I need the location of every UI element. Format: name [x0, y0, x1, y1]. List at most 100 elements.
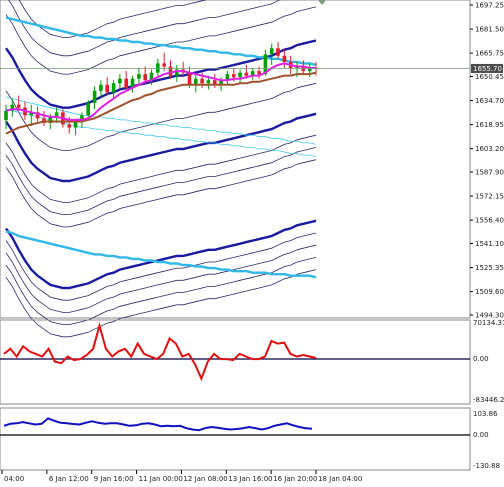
candle-body [175, 69, 179, 76]
envelope-bottom-4 [5, 269, 317, 338]
moving-averages [5, 62, 317, 135]
candle-body [206, 80, 211, 84]
main-price-panel[interactable] [0, 0, 471, 338]
time-tick-label: 6 Jan 12:00 [49, 475, 89, 483]
candle-body [200, 78, 204, 84]
candle-body [269, 48, 274, 55]
time-tick-label: 12 Jan 08:00 [183, 475, 227, 483]
ma-slow-line [5, 71, 317, 135]
candle-body [282, 55, 287, 62]
time-tick-label: 13 Jan 16:00 [228, 475, 272, 483]
candle-body [54, 112, 59, 117]
price-tick-label: 1665.75 [475, 50, 504, 58]
indicator2-panel[interactable] [0, 407, 471, 471]
candle-body [244, 72, 249, 76]
price-tick-label: 1681.50 [475, 26, 504, 34]
indicator1-axis: 70134.37 0.00 -83446.2 [473, 319, 504, 404]
current-price-label: 1655.70 [471, 63, 503, 73]
candle-body [35, 112, 40, 119]
candle-body [80, 115, 84, 122]
envelope-bottom-1 [5, 232, 317, 301]
price-tick-label: 1603.20 [475, 145, 504, 153]
candle-body [130, 78, 135, 88]
price-tick-label: 1494.30 [475, 312, 504, 320]
envelope-lower-3 [5, 147, 317, 216]
envelope-bottom-main [5, 219, 317, 290]
svg-text:1655.70: 1655.70 [473, 65, 502, 73]
candle-body [194, 78, 198, 85]
candle-body [73, 121, 78, 128]
time-axis: 04:00 6 Jan 12:00 9 Jan 16:00 11 Jan 00:00 1… [1, 470, 362, 483]
indicator1-tick-label: 0.00 [473, 355, 489, 363]
indicator1-tick-label: -83446.2 [473, 396, 504, 404]
indicator1-border [0, 319, 471, 405]
time-tick-label: 11 Jan 00:00 [139, 475, 183, 483]
price-tick-label: 1509.60 [475, 288, 504, 296]
candle-body [124, 78, 128, 88]
candle-body [238, 72, 242, 78]
envelope-lower-main [5, 112, 317, 183]
indicator2-tick-label: 103.86 [473, 410, 498, 418]
shift-marker-icon[interactable] [318, 0, 326, 5]
ma-fast-line [5, 62, 316, 121]
envelope-lower-2 [5, 134, 317, 203]
price-axis: 1697.25 1681.50 1665.75 1650.45 1634.70 1618.… [470, 2, 504, 320]
candle-body [162, 63, 166, 67]
indicator2-line [3, 417, 313, 432]
time-tick-label: 16 Jan 20:00 [273, 475, 317, 483]
candle-body [250, 71, 255, 76]
candle-body [92, 90, 97, 104]
indicator2-tick-label: 0.00 [473, 431, 489, 439]
price-tick-label: 1556.40 [475, 217, 504, 225]
time-tick-label: 18 Jan 04:00 [318, 475, 362, 483]
price-tick-label: 1541.10 [475, 240, 504, 248]
indicator1-line [3, 321, 317, 382]
candle-body [307, 68, 312, 72]
price-tick-label: 1572.15 [475, 193, 504, 201]
candle-body [10, 104, 15, 111]
trend-thin-line-1 [5, 96, 317, 145]
candle-body [67, 124, 72, 128]
price-tick-label: 1697.25 [475, 2, 504, 10]
envelope-bottom-3 [5, 257, 317, 326]
candle-body [276, 48, 280, 56]
envelope-lower-4 [5, 159, 317, 228]
main-panel-border [0, 0, 471, 319]
candle-body [4, 110, 8, 120]
indicator2-border [0, 407, 471, 471]
candle-body [187, 72, 192, 85]
candle-body [118, 78, 122, 84]
price-tick-label: 1525.35 [475, 264, 504, 272]
candle-body [263, 54, 268, 75]
candle-body [48, 116, 53, 123]
time-tick-label: 04:00 [4, 475, 24, 483]
candle-body [168, 66, 173, 76]
envelope-bottom-2 [5, 244, 317, 313]
price-tick-label: 1618.95 [475, 121, 504, 129]
candle-body [29, 112, 34, 116]
indicator1-panel[interactable] [0, 319, 471, 405]
candle-body [105, 84, 109, 93]
price-tick-label: 1650.45 [475, 73, 504, 81]
candle-body [219, 80, 223, 85]
envelope-upper-3 [18, 0, 208, 38]
candle-body [149, 72, 154, 81]
candle-body [86, 103, 90, 116]
candle-body [257, 71, 261, 75]
indicator1-tick-label: 70134.37 [473, 319, 504, 327]
candle-body [156, 63, 160, 73]
candle-body [232, 74, 236, 78]
indicator2-tick-label: -130.88 [473, 462, 500, 470]
price-tick-label: 1634.70 [475, 97, 504, 105]
candle-body [16, 104, 21, 108]
price-tick-label: 1587.90 [475, 169, 504, 177]
trend-lower-line [5, 230, 317, 279]
envelope-lower-1 [5, 82, 317, 151]
indicator2-axis: 103.86 0.00 -130.88 [473, 410, 500, 470]
candle-body [111, 83, 116, 93]
candle-body [225, 74, 230, 81]
candle-body [137, 74, 141, 79]
candle-body [143, 74, 147, 81]
time-tick-label: 9 Jan 16:00 [94, 475, 134, 483]
